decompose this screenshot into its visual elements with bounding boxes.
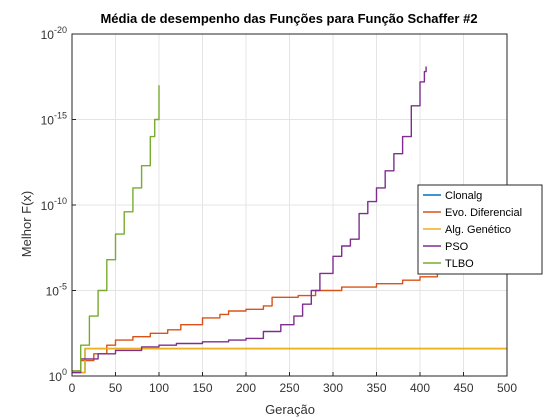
y-tick-exponent: -5 [59,282,67,292]
legend-entry-label: TLBO [445,258,474,270]
y-tick-label: 10-5 [46,282,67,299]
x-tick-label: 250 [279,381,299,395]
series-lines [72,66,508,374]
x-tick-label: 50 [109,381,123,395]
y-tick-base: 10 [41,28,55,42]
y-tick-base: 10 [46,285,60,299]
x-tick-label: 150 [192,381,212,395]
chart-title: Média de desempenho das Funções para Fun… [100,11,477,26]
legend-entry-label: Clonalg [445,190,482,202]
y-tick-exponent: -10 [54,196,67,206]
y-tick-base: 10 [41,199,55,213]
x-tick-label: 450 [453,381,473,395]
x-tick-label: 200 [236,381,256,395]
series-line-pso [72,66,427,374]
y-tick-exponent: -20 [54,25,67,35]
legend-entry-label: Alg. Genético [445,224,511,236]
series-line-evo-diferencial [72,252,508,372]
y-tick-label: 10-10 [41,196,67,213]
y-tick-label: 100 [49,367,67,384]
x-tick-label: 100 [149,381,169,395]
y-tick-exponent: 0 [62,367,67,377]
x-tick-label: 0 [69,381,76,395]
x-tick-label: 400 [410,381,430,395]
x-tick-label: 350 [366,381,386,395]
y-tick-label: 10-15 [41,111,67,128]
y-tick-exponent: -15 [54,111,67,121]
legend-entry-label: Evo. Diferencial [445,207,522,219]
legend-entry-label: PSO [445,241,469,253]
axis-ticks: 0 50 100 150 200 250 300 350 400 450 50010010-510-… [41,25,518,395]
y-axis-label: Melhor F(x) [19,191,34,257]
x-axis-label: Geração [265,402,315,417]
legend: Clonalg Evo. Diferencial Alg. Genético PSO T… [417,184,543,275]
x-tick-label: 500 [497,381,517,395]
series-line-tlbo [72,85,160,372]
y-tick-base: 10 [49,370,63,384]
x-tick-label: 300 [323,381,343,395]
y-tick-label: 10-20 [41,25,67,42]
y-tick-base: 10 [41,114,55,128]
